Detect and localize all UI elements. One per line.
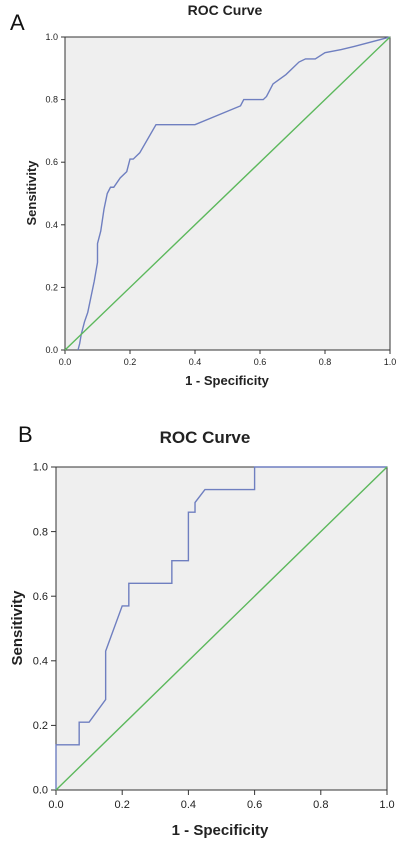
y-tick-label: 0.0 <box>33 785 48 797</box>
panel-a: A ROC Curve 0.0 0.2 0.4 0.6 0.8 1.0 0.0 0.2 0.4… <box>10 2 396 388</box>
x-tick-label: 0.8 <box>313 799 328 811</box>
panel-a-series <box>64 36 391 351</box>
roc-curve-line <box>55 466 387 790</box>
panel-a-y-axis-label: Sensitivity <box>24 160 39 226</box>
roc-curve-line <box>77 36 391 351</box>
y-tick-label: 0.8 <box>33 526 48 538</box>
x-tick-label: 0.0 <box>59 357 72 367</box>
y-tick-label: 0.2 <box>45 282 58 292</box>
x-tick-label: 0.0 <box>48 799 63 811</box>
x-tick-label: 1.0 <box>379 799 394 811</box>
panel-b-x-ticks: 0.0 0.2 0.4 0.6 0.8 1.0 <box>48 790 395 811</box>
y-tick-label: 1.0 <box>33 462 48 474</box>
x-tick-label: 0.4 <box>189 357 202 367</box>
y-tick-label: 0.0 <box>45 345 58 355</box>
y-tick-label: 0.6 <box>33 591 48 603</box>
panel-b-series <box>55 466 388 791</box>
x-tick-label: 0.4 <box>181 799 196 811</box>
panel-b-x-axis-label: 1 - Specificity <box>172 822 269 839</box>
panel-a-x-axis-label: 1 - Specificity <box>185 373 270 388</box>
y-tick-label: 1.0 <box>45 32 58 42</box>
y-tick-label: 0.6 <box>45 157 58 167</box>
x-tick-label: 1.0 <box>384 357 397 367</box>
reference-diagonal-line <box>64 36 391 351</box>
panel-letter-a: A <box>10 10 25 35</box>
panel-b-y-axis-label: Sensitivity <box>9 590 26 666</box>
x-tick-label: 0.2 <box>124 357 137 367</box>
panel-a-x-ticks: 0.0 0.2 0.4 0.6 0.8 1.0 <box>59 350 397 367</box>
y-tick-label: 0.8 <box>45 95 58 105</box>
y-tick-label: 0.2 <box>33 720 48 732</box>
reference-diagonal-line <box>55 466 388 791</box>
x-tick-label: 0.6 <box>254 357 267 367</box>
panel-b-y-ticks: 0.0 0.2 0.4 0.6 0.8 1.0 <box>33 462 56 797</box>
x-tick-label: 0.6 <box>247 799 262 811</box>
panel-a-title: ROC Curve <box>188 2 263 18</box>
x-tick-label: 0.8 <box>319 357 332 367</box>
panel-a-y-ticks: 0.0 0.2 0.4 0.6 0.8 1.0 <box>45 32 65 355</box>
y-tick-label: 0.4 <box>33 655 48 667</box>
panel-b-title: ROC Curve <box>160 428 251 447</box>
y-tick-label: 0.4 <box>45 220 58 230</box>
x-tick-label: 0.2 <box>115 799 130 811</box>
panel-b: B ROC Curve 0.0 0.2 0.4 0.6 0.8 1.0 0.0 0.2 0.4… <box>9 422 395 839</box>
panel-letter-b: B <box>18 422 33 447</box>
